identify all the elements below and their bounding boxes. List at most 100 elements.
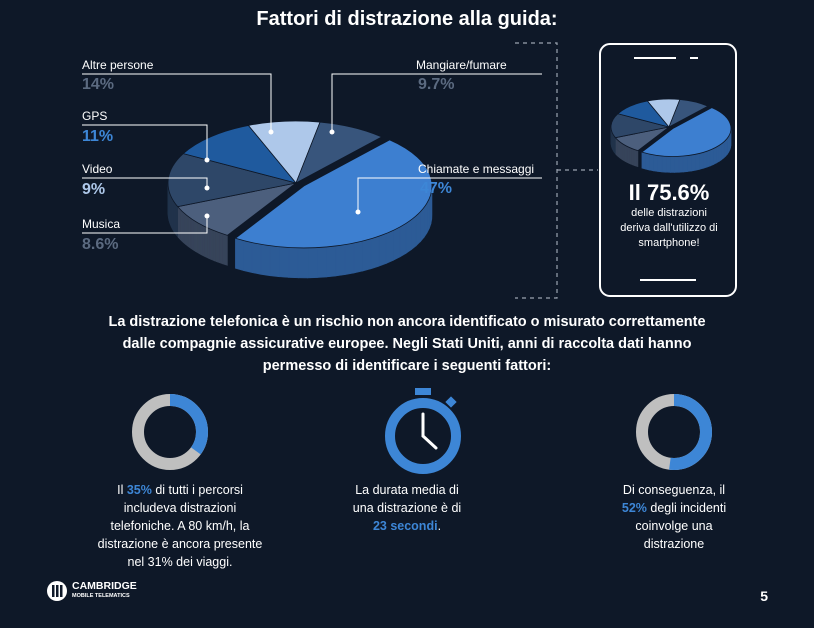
- pie-side-0: [691, 153, 696, 172]
- stat-1-text: Il 35% di tutti i percorsi includeva dis…: [97, 483, 263, 569]
- value-musica: 8.6%: [82, 236, 119, 253]
- pie-side-0: [297, 247, 309, 279]
- pie-side-0: [695, 152, 700, 171]
- value-gps: 11%: [82, 128, 114, 145]
- intro-paragraph: La distrazione telefonica è un rischio n…: [60, 311, 754, 377]
- pie-side-0: [288, 247, 299, 279]
- pie-side-0: [674, 155, 680, 173]
- pie-slice-gps: [182, 124, 298, 184]
- label-chiamate: Chiamate e messaggi: [418, 162, 535, 176]
- pie-slice-chiamate-e-messaggi: [641, 107, 732, 157]
- page-title: Fattori di distrazione alla guida:: [256, 8, 558, 30]
- pie-side-0: [426, 198, 430, 234]
- pie-side-0: [649, 153, 654, 172]
- phone-line-1: delle distrazioni: [631, 207, 707, 219]
- phone-big-stat: Il 75.6%: [628, 180, 710, 205]
- pie-side-0: [393, 226, 401, 261]
- pie-group: [167, 120, 433, 279]
- label-video: Video: [82, 162, 113, 176]
- pie-side-0: [405, 219, 412, 254]
- pie-side-0: [682, 155, 688, 173]
- smartphone-icon: [599, 43, 737, 297]
- page-number: 5: [760, 588, 768, 604]
- pie-side-0: [721, 141, 725, 161]
- logo-line-1: CAMBRIDGE: [72, 580, 137, 592]
- pie-side-0: [269, 245, 280, 278]
- pie-slice-altre-persone: [167, 153, 297, 208]
- value-mangiare: 9.7%: [418, 76, 455, 93]
- pie-side-0: [709, 148, 714, 167]
- leader-video: [82, 177, 208, 188]
- stat-3-text: Di conseguenza, il 52% degli incidenti c…: [621, 483, 727, 551]
- pie-side-0: [661, 155, 667, 173]
- pie-side-0: [316, 246, 327, 278]
- value-chiamate: 47%: [420, 180, 453, 197]
- clock-icon: [385, 388, 461, 474]
- pie-side-0: [657, 155, 663, 173]
- pie-side-0: [713, 146, 717, 165]
- logo-line-2: MOBILE TELEMATICS: [72, 593, 130, 599]
- pie-side-0: [307, 247, 318, 279]
- pie-side-0: [687, 154, 692, 172]
- mini-pie-chart: [610, 98, 732, 173]
- phone-text: Il 75.6% delle distrazioni deriva dall'u…: [598, 180, 740, 251]
- pie-side-0: [326, 245, 337, 278]
- pie-chart: [82, 42, 598, 299]
- pie-slice-altre-persone: [610, 113, 670, 139]
- leader-musica: [82, 216, 208, 234]
- pie-side-0: [279, 246, 290, 278]
- label-musica: Musica: [82, 217, 121, 231]
- phone-line-3: smartphone!: [638, 237, 700, 249]
- paragraph-line-3: permesso di identificare i seguenti fatt…: [262, 358, 552, 374]
- pie-side-0: [370, 235, 380, 270]
- leader-altre-persone: [82, 73, 272, 132]
- value-altre-persone: 14%: [82, 76, 115, 93]
- pie-side-0: [399, 222, 407, 258]
- leader-chiamate: [357, 177, 542, 212]
- stat-2-text: La durata media di una distrazione è di …: [352, 483, 462, 533]
- leader-gps: [82, 124, 208, 160]
- label-altre-persone: Altre persone: [82, 58, 154, 72]
- pie-side-0: [665, 155, 671, 173]
- pie-side-0: [706, 149, 711, 168]
- pie-side-0: [645, 152, 650, 171]
- pie-side-0: [385, 229, 394, 264]
- pie-side-0: [353, 240, 363, 274]
- paragraph-line-1: La distrazione telefonica è un rischio n…: [108, 314, 706, 330]
- pie-side-0: [235, 237, 244, 271]
- label-mangiare: Mangiare/fumare: [416, 58, 507, 72]
- pie-side-0: [423, 201, 428, 239]
- phone-line-2: deriva dall'utilizzo di: [620, 222, 718, 234]
- pie-slice-chiamate-e-messaggi: [234, 139, 433, 249]
- stat-2-highlight: 23 secondi: [372, 519, 438, 533]
- label-gps: GPS: [82, 109, 108, 123]
- pie-side-0: [362, 238, 372, 272]
- stat-3-highlight: 52%: [621, 501, 647, 515]
- pie-side-0: [678, 155, 684, 173]
- pie-side-0: [641, 151, 646, 170]
- leader-mangiare: [331, 73, 542, 132]
- paragraph-line-2: dalle compagnie assicurative europee. Ne…: [122, 336, 692, 352]
- pie-side-0: [344, 242, 355, 276]
- logo: CAMBRIDGE MOBILE TELEMATICS: [46, 580, 137, 602]
- pie-side-0: [420, 206, 425, 243]
- pie-side-0: [699, 151, 704, 170]
- pie-side-0: [702, 150, 708, 169]
- pie-slice-musica: [295, 121, 383, 184]
- cambridge-logo-icon: [47, 581, 67, 601]
- pie-side-0: [411, 215, 417, 251]
- pie-side-0: [653, 154, 658, 172]
- pie-side-0: [251, 242, 262, 275]
- pie-side-0: [378, 232, 387, 267]
- pie-side-0: [718, 143, 722, 162]
- pie-side-0: [260, 243, 271, 277]
- pie-side-0: [243, 240, 253, 274]
- stat-1-highlight: 35%: [126, 483, 152, 497]
- value-video: 9%: [82, 181, 106, 198]
- pie-side-0: [670, 156, 675, 173]
- pie-side-0: [415, 210, 421, 247]
- pie-side-0: [716, 144, 720, 164]
- ring-chart-35: [132, 394, 208, 470]
- pie-side-0: [335, 244, 346, 277]
- pie-slice-musica: [668, 99, 709, 128]
